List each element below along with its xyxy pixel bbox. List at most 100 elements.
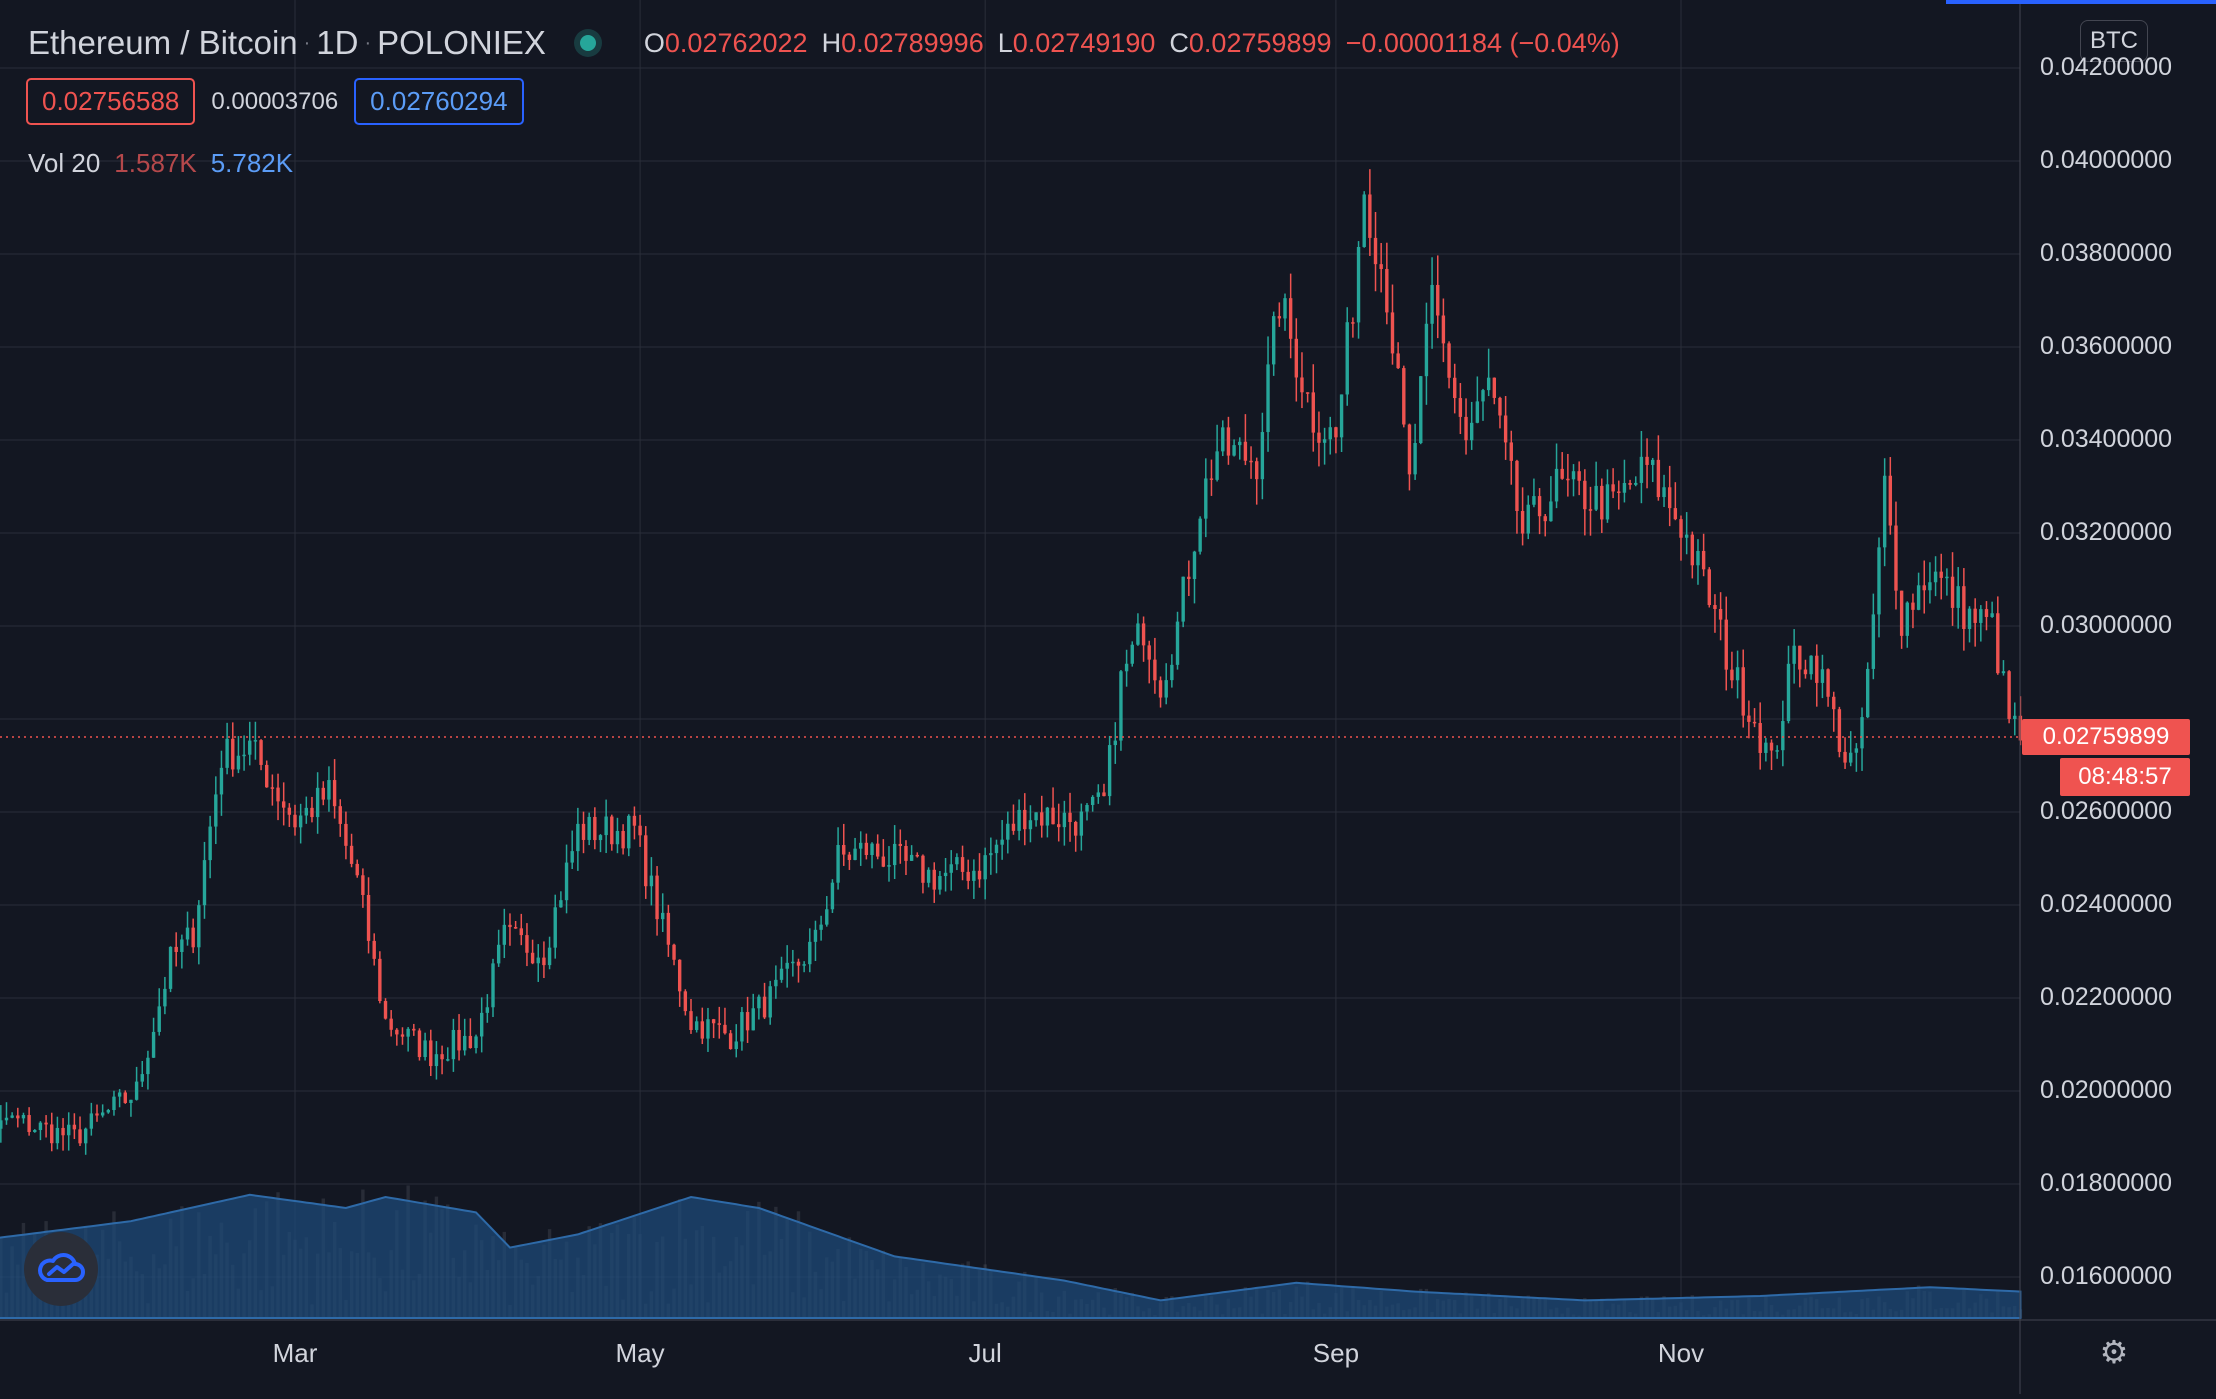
candle: [830, 879, 835, 913]
candle-body: [1984, 609, 1989, 617]
candle-body: [321, 787, 325, 800]
symbol-name[interactable]: Ethereum / Bitcoin: [28, 24, 298, 61]
candle: [1107, 735, 1112, 806]
candle: [615, 817, 620, 854]
candle: [129, 1099, 133, 1117]
candle-body: [598, 835, 603, 841]
candle: [485, 994, 490, 1023]
close-value: 0.02759899: [1188, 27, 1332, 58]
candle-body: [1837, 709, 1842, 752]
candle-body: [1006, 823, 1010, 840]
candle-body: [389, 1018, 393, 1030]
candle: [711, 1018, 716, 1039]
candle: [355, 859, 359, 878]
candle-body: [440, 1054, 444, 1060]
candle-body: [1747, 715, 1751, 722]
candle-body: [349, 845, 354, 864]
candle-body: [1554, 468, 1559, 502]
candle-body: [219, 767, 224, 795]
candle-body: [513, 927, 518, 929]
candle-body: [344, 823, 348, 846]
candle: [1645, 438, 1649, 489]
candle: [1028, 805, 1033, 843]
candle: [1956, 567, 1960, 629]
candle-body: [904, 845, 908, 861]
candle: [219, 750, 224, 816]
candle-body: [1475, 401, 1480, 423]
candle: [1345, 307, 1349, 406]
sell-button[interactable]: 0.02756588: [26, 78, 196, 125]
tradingview-cloud-icon[interactable]: [24, 1232, 98, 1306]
candle-body: [1916, 585, 1921, 610]
candle-body: [1288, 298, 1293, 339]
volume-pane: [0, 1185, 2023, 1319]
candle-body: [1537, 496, 1542, 517]
candle: [1843, 737, 1847, 769]
candle: [1809, 655, 1813, 680]
candle-body: [1028, 820, 1033, 830]
currency-badge[interactable]: BTC: [2080, 20, 2148, 62]
candle-body: [1526, 504, 1530, 534]
candle-body: [1543, 516, 1547, 522]
candle: [1407, 423, 1412, 491]
candle-body: [1905, 602, 1909, 636]
candle-body: [134, 1081, 139, 1100]
candle: [1537, 488, 1542, 535]
candle-body: [44, 1122, 48, 1125]
candle: [1882, 458, 1887, 567]
candle-body: [864, 842, 869, 855]
candle-body: [1204, 478, 1208, 519]
candle: [762, 982, 767, 1020]
candle: [10, 1112, 14, 1119]
symbol-legend[interactable]: Ethereum / Bitcoin · 1D · POLONIEX O 0.02…: [28, 20, 1620, 66]
candle: [1249, 446, 1253, 479]
candle: [1147, 640, 1151, 684]
price-axis-label: 0.03800000: [2040, 239, 2173, 267]
volume-legend[interactable]: Vol 20 1.587K 5.782K: [28, 148, 293, 179]
candle-body: [1865, 668, 1870, 718]
candle: [1322, 427, 1327, 465]
candle-body: [785, 962, 789, 969]
candle-body: [762, 996, 767, 1018]
candle: [1990, 601, 1994, 618]
candle: [1192, 550, 1197, 604]
candle: [117, 1089, 122, 1108]
candle-body: [627, 815, 631, 849]
candle: [813, 920, 818, 961]
candle: [412, 1023, 416, 1036]
candle-body: [1243, 441, 1248, 461]
candle: [875, 834, 880, 860]
candle: [1255, 457, 1259, 505]
candle: [1611, 468, 1615, 499]
candle: [1815, 644, 1819, 707]
candle-body: [417, 1030, 422, 1058]
candle: [214, 776, 218, 845]
candle: [1792, 629, 1796, 684]
candle: [1051, 787, 1055, 825]
candle: [1758, 702, 1762, 770]
candle: [751, 993, 755, 1031]
candle-body: [1226, 427, 1231, 456]
exchange-label: POLONIEX: [377, 24, 546, 61]
gear-icon[interactable]: ⚙: [2099, 1334, 2129, 1370]
candle: [1730, 651, 1734, 689]
interval-label[interactable]: 1D: [316, 24, 359, 61]
candle-body: [1786, 663, 1791, 722]
candle: [1260, 412, 1265, 500]
candle-body: [615, 830, 620, 845]
candle: [1124, 649, 1129, 687]
candle-body: [157, 1006, 161, 1032]
candle-body: [1588, 509, 1593, 511]
candle: [1916, 572, 1921, 611]
candle-body: [1102, 792, 1106, 797]
candle: [530, 939, 535, 965]
candle: [1571, 464, 1576, 497]
buy-button[interactable]: 0.02760294: [354, 78, 524, 125]
candle-body: [0, 1120, 3, 1129]
candle: [1158, 676, 1163, 708]
candle: [1826, 668, 1830, 707]
candle-body: [463, 1035, 467, 1051]
candle-body: [610, 816, 614, 845]
